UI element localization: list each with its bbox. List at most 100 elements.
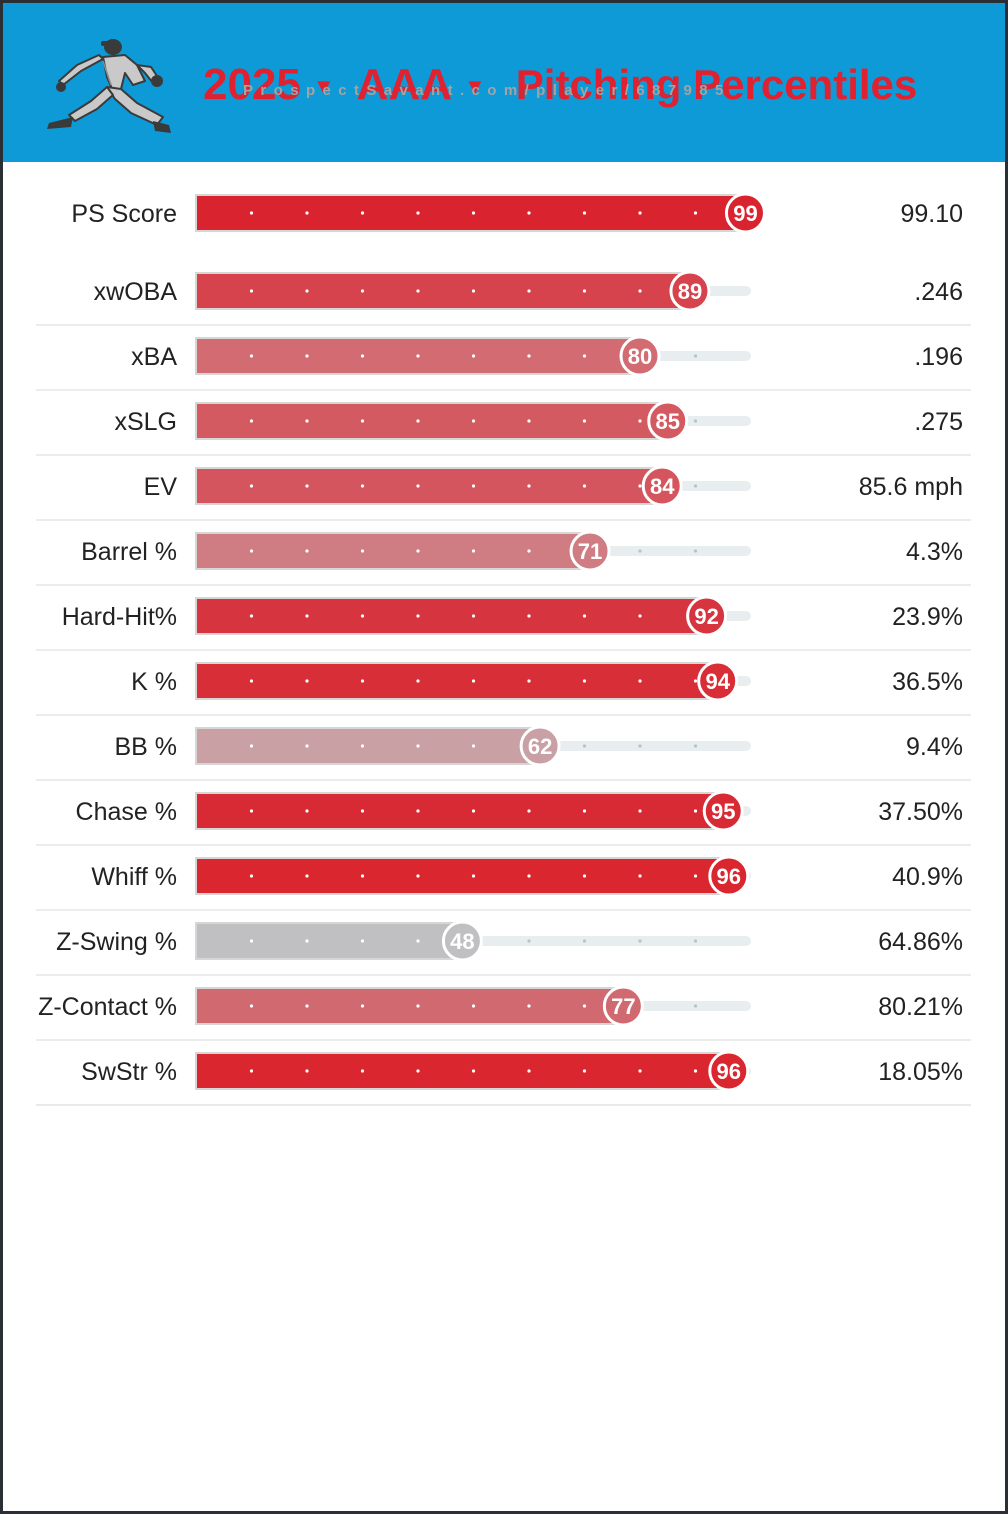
- percentile-badge: [669, 270, 711, 312]
- bar-tick-dot: [527, 939, 531, 943]
- season-dropdown[interactable]: 2025 ▼: [203, 60, 357, 110]
- percentile-chart: PS Score 99 99.10 xwOBA 89 .246 xBA 80 .196 xSLG 8…: [36, 192, 971, 1106]
- percentile-badge: [702, 790, 744, 832]
- metric-label: Hard-Hit%: [62, 603, 177, 631]
- bar-tick-dot: [471, 354, 476, 358]
- percentile-badge: [697, 660, 739, 702]
- bar-tick-dot: [582, 809, 587, 813]
- stat-value: 23.9%: [892, 603, 963, 631]
- bar-tick-dot: [360, 874, 365, 878]
- bar-tick-dot: [582, 1004, 587, 1008]
- bar-tick-dot: [360, 1069, 365, 1073]
- bar-tick-dot: [305, 679, 309, 683]
- bar-tick-dot: [249, 1069, 254, 1073]
- percentile-badge: [441, 920, 483, 962]
- bar-tick-dot: [305, 744, 309, 748]
- bar-tick-dot: [249, 809, 254, 813]
- stat-value: 37.50%: [878, 798, 963, 826]
- stat-value: 85.6 mph: [859, 473, 963, 501]
- bar-tick-dot: [693, 211, 698, 215]
- percentile-bar: [195, 727, 542, 765]
- metric-label: Chase %: [76, 798, 177, 826]
- bar-tick-dot: [416, 809, 420, 813]
- chevron-down-icon: ▼: [312, 74, 335, 99]
- percentile-bar: [195, 272, 691, 310]
- bar-tick-dot: [249, 614, 254, 618]
- bar-tick-dot: [249, 211, 254, 215]
- bar-tick-dot: [249, 679, 254, 683]
- bar-tick-dot: [471, 679, 476, 683]
- bar-tick-dot: [471, 211, 476, 215]
- bar-tick-dot: [305, 939, 309, 943]
- bar-tick-dot: [249, 744, 254, 748]
- pitcher-icon: [47, 39, 171, 133]
- metric-label: K %: [131, 668, 177, 696]
- bar-tick-dot: [360, 939, 365, 943]
- stat-value: 40.9%: [892, 863, 963, 891]
- bar-tick-dot: [249, 419, 254, 423]
- percentile-bar: [195, 597, 708, 635]
- bar-tick-dot: [527, 679, 531, 683]
- bar-tick-dot: [638, 549, 642, 553]
- stat-value: .246: [914, 278, 963, 306]
- bar-tick-dot: [471, 549, 476, 553]
- metric-label: Whiff %: [91, 863, 177, 891]
- bar-tick-dot: [416, 939, 420, 943]
- bar-tick-dot: [527, 211, 531, 215]
- bar-tick-dot: [416, 484, 420, 488]
- bar-tick-dot: [582, 874, 587, 878]
- percentile-value: 94: [705, 669, 730, 694]
- bar-tick-dot: [305, 211, 309, 215]
- metric-label: xwOBA: [94, 278, 178, 306]
- percentile-value: 62: [528, 734, 552, 759]
- season-label: 2025: [203, 60, 301, 109]
- metric-label: xBA: [131, 343, 177, 371]
- bar-tick-dot: [416, 289, 420, 293]
- bar-tick-dot: [693, 354, 698, 358]
- bar-tick-dot: [693, 679, 698, 683]
- bar-tick-dot: [471, 419, 476, 423]
- bar-tick-dot: [527, 419, 531, 423]
- bar-tick-dot: [527, 354, 531, 358]
- bar-tick-dot: [638, 484, 642, 488]
- metric-label: xSLG: [114, 408, 177, 436]
- bar-tick-dot: [693, 484, 698, 488]
- bar-tick-dot: [360, 1004, 365, 1008]
- percentile-value: 92: [694, 604, 718, 629]
- bar-tick-dot: [360, 549, 365, 553]
- bar-tick-dot: [638, 939, 642, 943]
- stat-value: 4.3%: [906, 538, 963, 566]
- stat-value: 80.21%: [878, 993, 963, 1021]
- bar-tick-dot: [305, 289, 309, 293]
- bar-tick-dot: [693, 744, 698, 748]
- percentile-value: 48: [450, 929, 474, 954]
- percentile-badge: [686, 595, 728, 637]
- percentile-badge: [641, 465, 683, 507]
- bar-tick-dot: [638, 289, 642, 293]
- percentile-value: 96: [717, 1059, 741, 1084]
- stat-value: .196: [914, 343, 963, 371]
- bar-tick-dot: [693, 939, 698, 943]
- bar-tick-dot: [638, 679, 642, 683]
- bar-tick-dot: [305, 354, 309, 358]
- percentile-badge: [602, 985, 644, 1027]
- metric-label: SwStr %: [81, 1058, 177, 1086]
- bar-tick-dot: [360, 354, 365, 358]
- bar-tick-dot: [471, 289, 476, 293]
- bar-tick-dot: [471, 809, 476, 813]
- percentile-value: 77: [611, 994, 635, 1019]
- percentile-badge: [569, 530, 611, 572]
- bar-tick-dot: [305, 484, 309, 488]
- bar-tick-dot: [416, 354, 420, 358]
- level-dropdown[interactable]: AAA ▼: [357, 60, 508, 110]
- bar-tick-dot: [416, 874, 420, 878]
- bar-tick-dot: [360, 289, 365, 293]
- bar-tick-dot: [638, 874, 642, 878]
- bar-tick-dot: [693, 549, 698, 553]
- metric-label: BB %: [114, 733, 177, 761]
- percentile-value: 80: [628, 344, 652, 369]
- stat-value: 18.05%: [878, 1058, 963, 1086]
- bar-tick-dot: [638, 211, 642, 215]
- bar-tick-dot: [693, 809, 698, 813]
- bar-tick-dot: [305, 1004, 309, 1008]
